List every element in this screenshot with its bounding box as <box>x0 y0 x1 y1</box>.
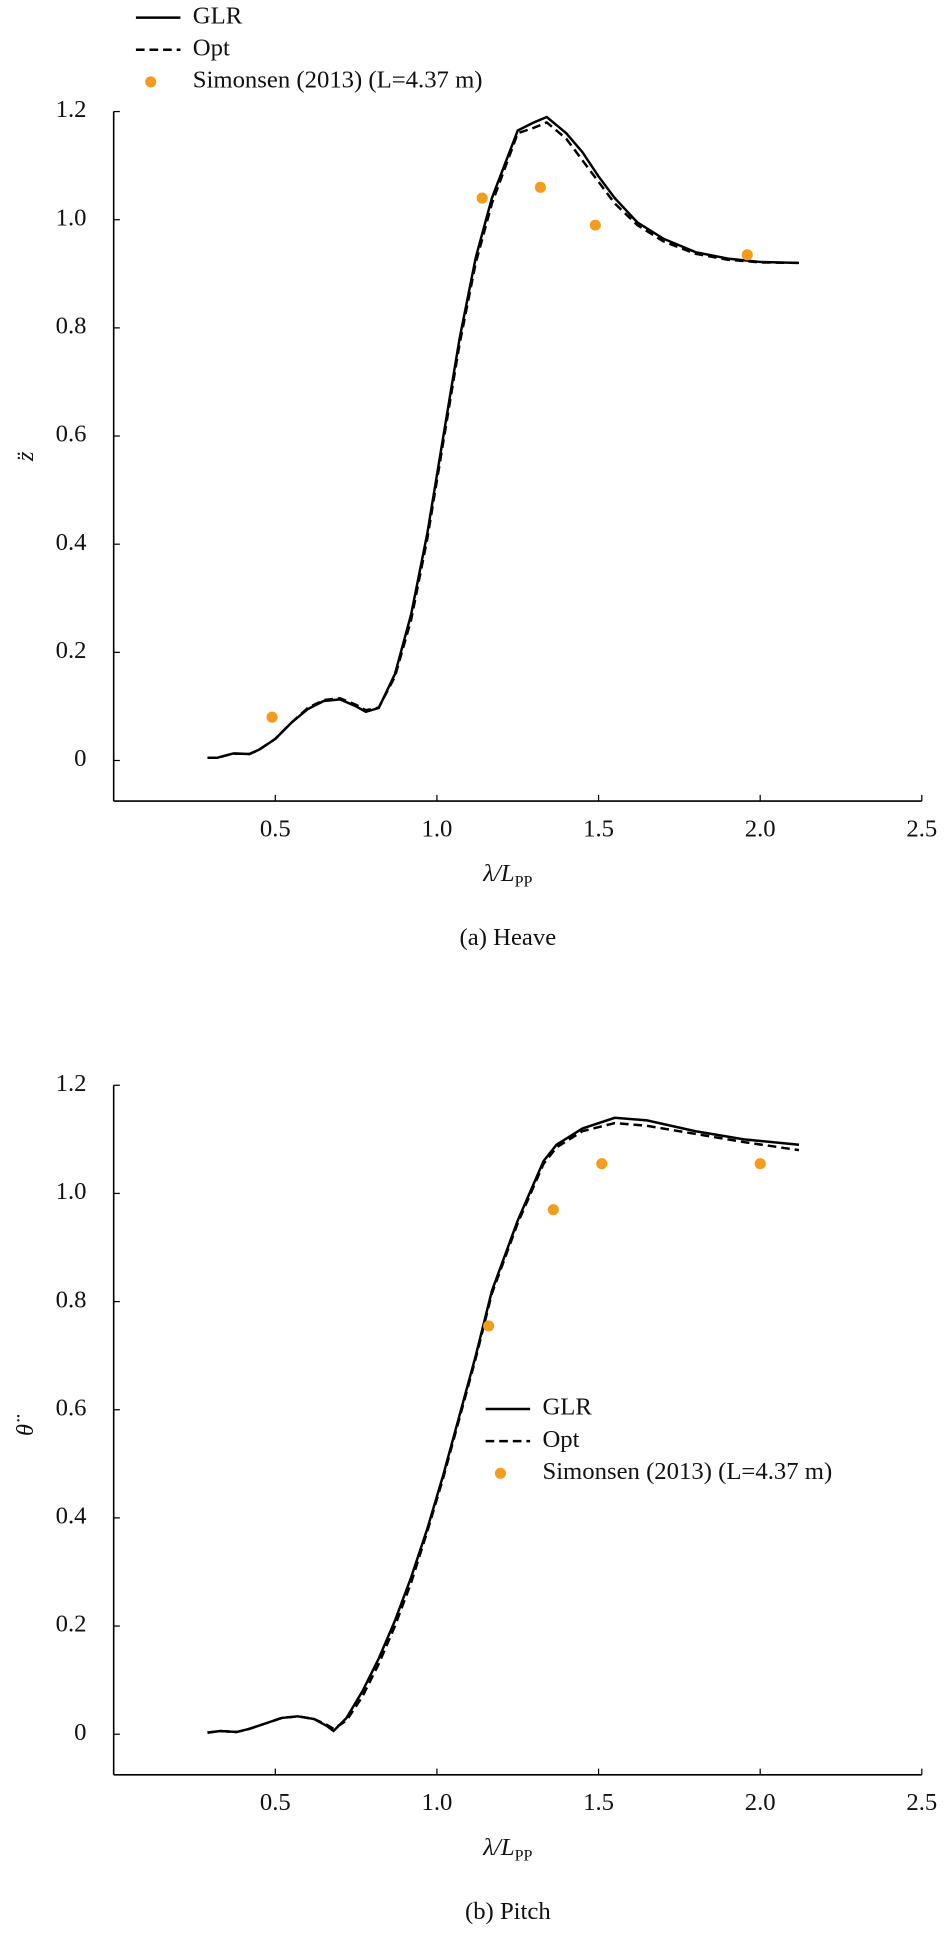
x-axis-label: λ/LPP <box>482 1834 532 1864</box>
data-point <box>741 249 753 261</box>
y-tick-label: 0 <box>74 745 86 772</box>
data-point <box>589 219 601 231</box>
legend-label: Opt <box>193 34 230 61</box>
legend-label: GLR <box>542 1394 592 1421</box>
legend-label: Opt <box>542 1426 579 1453</box>
line-series <box>207 1121 800 1734</box>
y-tick-label: 0.6 <box>56 1394 87 1421</box>
data-point <box>266 711 278 723</box>
line-series <box>207 121 800 760</box>
data-point <box>476 192 488 204</box>
data-point <box>483 1320 495 1332</box>
y-tick-label: 1.2 <box>56 96 87 123</box>
y-tick-label: 0.8 <box>56 1286 87 1313</box>
x-axis-label-main: λ/L <box>482 1834 514 1861</box>
data-point <box>534 181 546 193</box>
y-tick-label: 0.8 <box>56 313 87 340</box>
x-tick-label: 2.0 <box>745 815 776 842</box>
x-axis-label-sub: PP <box>515 873 533 890</box>
x-tick-label: 2.5 <box>906 1789 937 1816</box>
line-series <box>207 1116 800 1734</box>
legend-label: GLR <box>193 2 243 29</box>
x-tick-label: 1.5 <box>583 815 614 842</box>
x-tick-label: 1.0 <box>421 1789 452 1816</box>
legend-marker <box>494 1467 507 1479</box>
data-point <box>547 1204 559 1216</box>
y-tick-label: 0.4 <box>56 529 87 556</box>
data-point <box>754 1158 766 1170</box>
y-axis-label: θ̈ <box>12 1414 39 1436</box>
x-tick-label: 1.0 <box>421 815 452 842</box>
x-tick-label: 1.5 <box>583 1789 614 1816</box>
y-axis-label: z̈ <box>12 451 39 462</box>
y-tick-label: 0.2 <box>56 637 87 664</box>
y-tick-label: 1.2 <box>56 1070 87 1097</box>
x-axis-label: λ/LPP <box>482 860 532 890</box>
legend-marker <box>145 76 157 88</box>
data-point <box>596 1158 608 1170</box>
x-tick-label: 0.5 <box>260 1789 291 1816</box>
line-series <box>207 115 800 760</box>
caption: (b) Pitch <box>465 1898 551 1925</box>
x-axis-label-main: λ/L <box>482 860 514 887</box>
x-tick-label: 2.5 <box>906 815 937 842</box>
x-tick-label: 0.5 <box>260 815 291 842</box>
y-tick-label: 0 <box>74 1719 86 1746</box>
x-axis-label-sub: PP <box>515 1847 533 1864</box>
legend-label: Simonsen (2013) (L=4.37 m) <box>542 1458 832 1485</box>
y-tick-label: 0.4 <box>56 1503 87 1530</box>
caption: (a) Heave <box>460 924 557 951</box>
y-tick-label: 1.0 <box>56 1178 87 1205</box>
y-tick-label: 0.6 <box>56 421 87 448</box>
x-tick-label: 2.0 <box>745 1789 776 1816</box>
y-tick-label: 1.0 <box>56 204 87 231</box>
y-tick-label: 0.2 <box>56 1611 87 1638</box>
legend-label: Simonsen (2013) (L=4.37 m) <box>193 67 483 94</box>
